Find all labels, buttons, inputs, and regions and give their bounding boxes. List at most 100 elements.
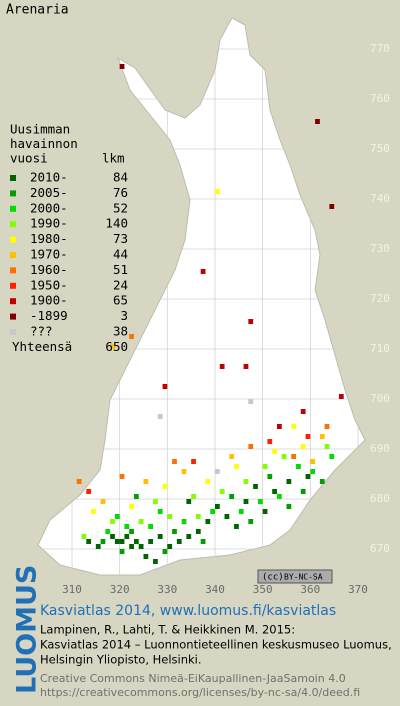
occurrence-square: [195, 529, 201, 534]
citation: Kasviatlas 2014 – Luonnontieteellinen ke…: [40, 638, 392, 652]
occurrence-square: [234, 464, 239, 469]
license: https://creativecommons.org/licenses/by-…: [40, 686, 360, 699]
occurrence-square: [148, 539, 154, 544]
occurrence-square: [248, 444, 254, 449]
legend: 2010- 84 2005- 76 2000- 52 1990- 140 1980- 73 1970…: [10, 122, 128, 354]
occurrence-square: [81, 534, 87, 539]
legend-count: 73: [113, 231, 128, 246]
x-tick-label: 330: [157, 583, 177, 596]
occurrence-square: [205, 479, 211, 484]
occurrence-square: [157, 509, 163, 514]
squares: [76, 64, 344, 564]
occurrence-square: [310, 469, 316, 474]
occurrence-square: [248, 319, 254, 324]
occurrence-square: [124, 534, 130, 539]
occurrence-square: [229, 454, 235, 459]
occurrence-square: [300, 489, 306, 494]
occurrence-square: [148, 524, 154, 529]
footer-heading: Kasviatlas 2014, www.luomus.fi/kasviatla…: [40, 603, 336, 619]
occurrence-square: [329, 204, 335, 209]
occurrence-square: [162, 384, 168, 389]
occurrence-square: [291, 454, 297, 459]
occurrence-square: [215, 189, 220, 194]
cc-badge: (cc) BY-NC-SA: [257, 569, 333, 584]
occurrence-square: [262, 509, 268, 514]
occurrence-square: [224, 514, 230, 519]
x-tick-label: 310: [62, 583, 82, 596]
occurrence-square: [110, 344, 115, 349]
x-tick-label: 360: [300, 583, 320, 596]
legend-swatch: [10, 267, 16, 274]
occurrence-square: [191, 494, 196, 499]
occurrence-square: [262, 464, 268, 469]
y-tick-label: 750: [370, 142, 390, 155]
occurrence-square: [310, 459, 316, 464]
x-tick-label: 320: [110, 583, 130, 596]
occurrence-square: [110, 519, 115, 524]
legend-swatch: [10, 221, 16, 228]
occurrence-square: [319, 479, 325, 484]
occurrence-square: [300, 444, 306, 449]
legend-total-label: Yhteensä: [12, 339, 72, 354]
legend-header: havainnon: [10, 136, 78, 151]
occurrence-square: [153, 559, 158, 564]
occurrence-square: [167, 514, 173, 519]
occurrence-square: [167, 544, 173, 549]
x-tick-label: 370: [348, 583, 368, 596]
occurrence-square: [105, 529, 111, 534]
legend-swatch: [10, 282, 16, 289]
occurrence-square: [248, 519, 254, 524]
occurrence-square: [315, 119, 320, 124]
occurrence-square: [129, 504, 134, 509]
occurrence-square: [195, 514, 201, 519]
occurrence-square: [172, 459, 177, 464]
occurrence-square: [200, 539, 206, 544]
legend-label: 1960-: [30, 262, 68, 277]
occurrence-square: [257, 499, 263, 504]
occurrence-square: [276, 494, 282, 499]
legend-label: ???: [30, 324, 53, 339]
occurrence-square: [86, 489, 92, 494]
occurrence-square: [181, 519, 187, 524]
y-tick-label: 680: [370, 492, 390, 505]
legend-swatch: [10, 175, 16, 181]
occurrence-square: [143, 479, 149, 484]
legend-count: 51: [113, 262, 128, 277]
occurrence-square: [157, 414, 163, 419]
y-tick-label: 760: [370, 92, 390, 105]
occurrence-square: [119, 539, 125, 544]
occurrence-square: [305, 474, 311, 479]
legend-count: 65: [113, 293, 128, 308]
legend-count-header: lkm: [102, 151, 125, 166]
occurrence-square: [119, 549, 125, 554]
y-tick-label: 770: [370, 42, 390, 55]
occurrence-square: [176, 539, 182, 544]
legend-swatch: [10, 329, 16, 335]
occurrence-square: [110, 534, 115, 539]
occurrence-square: [153, 499, 158, 504]
title: Arenaria: [6, 3, 69, 18]
legend-count: 52: [113, 200, 128, 215]
x-tick-label: 350: [253, 583, 273, 596]
occurrence-square: [215, 469, 220, 474]
occurrence-square: [172, 529, 177, 534]
occurrence-square: [300, 409, 306, 414]
occurrence-square: [186, 499, 192, 504]
legend-total: 650: [105, 339, 128, 354]
occurrence-square: [305, 434, 311, 439]
legend-count: 38: [113, 324, 128, 339]
citation: Helsingin Yliopisto, Helsinki.: [40, 653, 202, 667]
legend-swatch: [10, 236, 16, 243]
occurrence-square: [124, 524, 130, 529]
legend-swatch: [10, 313, 16, 320]
occurrence-square: [215, 504, 220, 509]
y-tick-label: 700: [370, 392, 390, 405]
occurrence-square: [91, 509, 96, 514]
legend-count: 84: [113, 170, 128, 185]
occurrence-square: [324, 444, 330, 449]
occurrence-square: [100, 539, 106, 544]
occurrence-square: [329, 454, 335, 459]
occurrence-square: [219, 489, 225, 494]
legend-count: 24: [113, 277, 128, 292]
y-tick-label: 690: [370, 442, 390, 455]
